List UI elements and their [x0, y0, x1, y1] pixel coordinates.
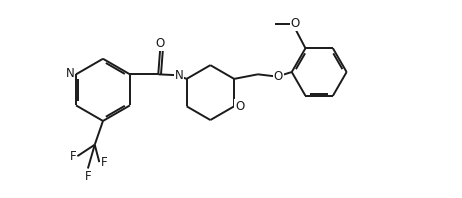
Text: N: N: [66, 67, 74, 80]
Text: O: O: [291, 17, 300, 30]
Text: N: N: [175, 69, 184, 82]
Text: O: O: [274, 70, 283, 83]
Text: F: F: [69, 150, 76, 163]
Text: F: F: [85, 170, 91, 183]
Text: O: O: [235, 100, 244, 113]
Text: F: F: [101, 156, 107, 169]
Text: O: O: [155, 37, 165, 50]
